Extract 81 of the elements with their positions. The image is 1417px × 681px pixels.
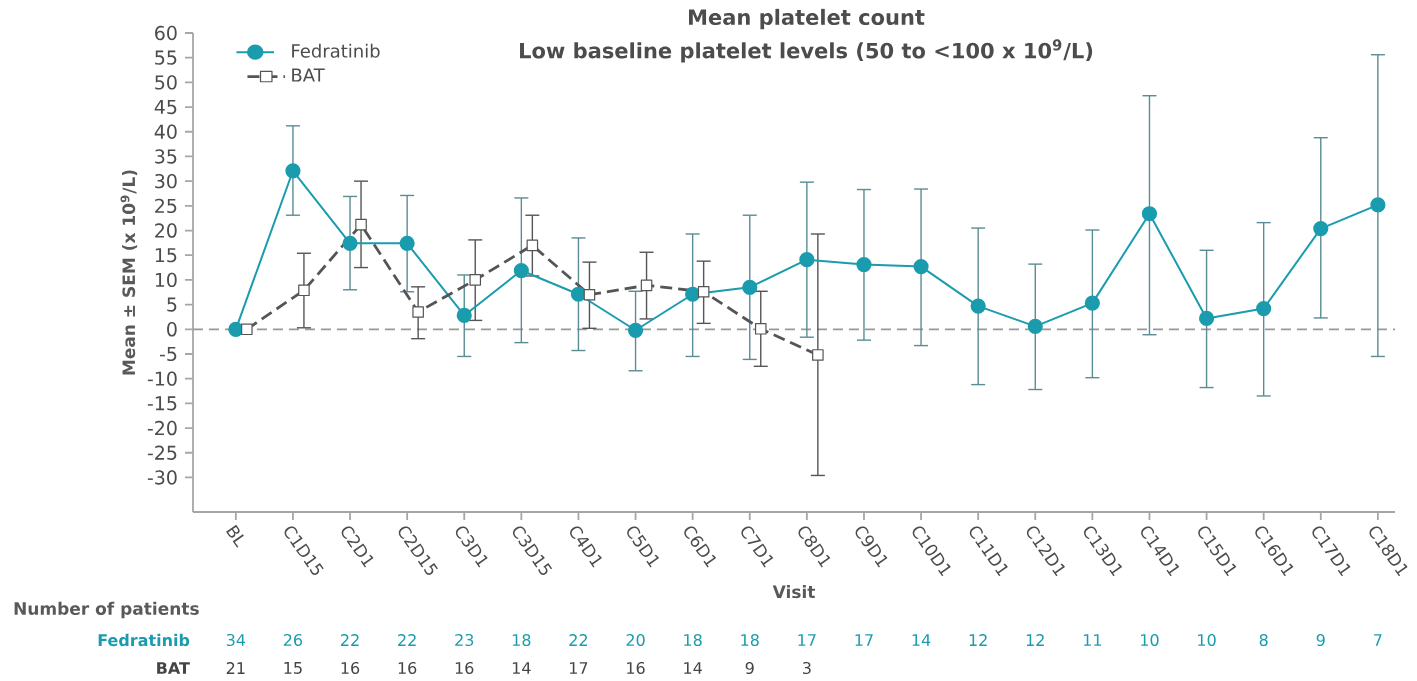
text: 18 <box>684 634 702 647</box>
text: 21 <box>226 662 245 675</box>
point <box>742 279 758 296</box>
point <box>1027 318 1043 335</box>
point <box>1084 295 1100 311</box>
text: 22 <box>569 634 588 647</box>
y-tick-label: -25 <box>147 445 177 461</box>
text: 11 <box>1083 634 1102 646</box>
text: 14 <box>912 634 931 646</box>
text: 15 <box>284 662 302 675</box>
text: Fedratinib <box>98 633 190 647</box>
y-tick-label: 25 <box>155 198 177 214</box>
y-tick-label: 5 <box>167 297 177 312</box>
text: 20 <box>626 634 645 647</box>
text: 10 <box>1141 634 1159 647</box>
y-tick-label: 20 <box>155 223 177 238</box>
point <box>1256 301 1272 317</box>
text: 17 <box>855 634 873 646</box>
text: 16 <box>341 662 360 675</box>
text: 9 <box>1316 634 1325 647</box>
text: 22 <box>398 634 416 647</box>
text: 10 <box>1198 634 1216 647</box>
point <box>456 308 472 324</box>
y-tick-label: -20 <box>147 421 177 436</box>
text: 18 <box>512 634 531 647</box>
point <box>570 286 587 302</box>
text: 18 <box>741 634 759 647</box>
text: 8 <box>1259 634 1268 647</box>
point <box>856 257 872 273</box>
y-tick-label: 10 <box>155 272 177 288</box>
text: 16 <box>398 662 417 675</box>
legend-label: Fedratinib <box>292 43 380 58</box>
point <box>1370 197 1386 213</box>
y-tick-label: -30 <box>147 470 177 485</box>
y-tick-label: 35 <box>155 149 177 164</box>
point <box>799 252 815 268</box>
text: 12 <box>969 634 987 647</box>
y-tick-label: 0 <box>167 322 177 337</box>
text: 14 <box>684 662 702 674</box>
text: 9 <box>745 662 754 675</box>
text: 3 <box>802 662 811 675</box>
text: Number of patients <box>14 601 199 619</box>
text: 17 <box>798 634 816 646</box>
y-tick-label: 50 <box>155 75 177 90</box>
point <box>1313 221 1329 237</box>
y-tick-label: -10 <box>147 371 177 387</box>
point <box>685 286 701 302</box>
text: 23 <box>455 634 474 647</box>
text: 16 <box>455 662 474 675</box>
y-tick-label: 15 <box>155 248 177 263</box>
point <box>913 259 929 275</box>
text: 34 <box>226 634 246 647</box>
y-tick-label: 30 <box>155 174 177 189</box>
chart-title: Mean platelet count <box>689 9 925 30</box>
text: 17 <box>570 662 588 674</box>
point <box>399 235 415 252</box>
point <box>1141 206 1158 222</box>
point <box>513 263 529 279</box>
text: BAT <box>157 662 190 674</box>
point <box>285 163 301 179</box>
text: 22 <box>341 634 359 647</box>
x-tick-label: BL <box>226 524 244 548</box>
x-axis-title: Visit <box>772 585 816 599</box>
point <box>627 322 644 339</box>
text: 26 <box>283 634 303 647</box>
point <box>342 235 358 252</box>
text: 7 <box>1374 634 1382 646</box>
y-tick-label: -15 <box>147 396 177 411</box>
text: 14 <box>512 662 531 674</box>
y-tick-label: 55 <box>155 50 177 65</box>
y-tick-label: 40 <box>154 124 177 140</box>
point <box>1198 310 1215 327</box>
y-tick-label: 45 <box>154 100 177 115</box>
text: 12 <box>1026 634 1044 647</box>
legend-label: BAT <box>292 68 325 82</box>
text: 16 <box>627 662 645 675</box>
y-tick-label: 60 <box>155 25 177 41</box>
point <box>970 298 986 314</box>
chart-subtitle: Low baseline platelet levels (50 to <100 x 10$^{9}$/L) <box>520 39 1093 63</box>
y-tick-label: -5 <box>159 347 177 362</box>
y-axis-title: Mean ± SEM (x 10$^{9}$/L) <box>120 170 138 375</box>
